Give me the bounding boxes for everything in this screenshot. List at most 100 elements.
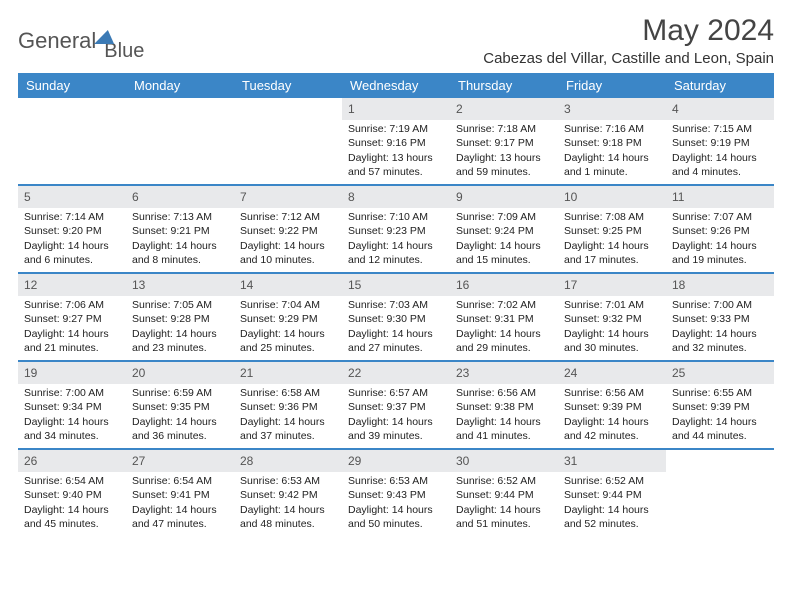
week-row: 26Sunrise: 6:54 AMSunset: 9:40 PMDayligh…	[18, 448, 774, 536]
day-cell: 20Sunrise: 6:59 AMSunset: 9:35 PMDayligh…	[126, 362, 234, 448]
day-number: 26	[18, 450, 126, 472]
day-content: Sunrise: 7:16 AMSunset: 9:18 PMDaylight:…	[558, 122, 666, 183]
day-number: 10	[558, 186, 666, 208]
sunset-line: Sunset: 9:20 PM	[24, 224, 120, 238]
daylight-line: Daylight: 14 hours and 50 minutes.	[348, 503, 444, 531]
location-label: Cabezas del Villar, Castille and Leon, S…	[483, 50, 774, 67]
sunset-line: Sunset: 9:31 PM	[456, 312, 552, 326]
sunset-line: Sunset: 9:25 PM	[564, 224, 660, 238]
sunrise-line: Sunrise: 7:01 AM	[564, 298, 660, 312]
day-cell: 8Sunrise: 7:10 AMSunset: 9:23 PMDaylight…	[342, 186, 450, 272]
sunset-line: Sunset: 9:40 PM	[24, 488, 120, 502]
day-number: 31	[558, 450, 666, 472]
day-content: Sunrise: 7:15 AMSunset: 9:19 PMDaylight:…	[666, 122, 774, 183]
day-number: 23	[450, 362, 558, 384]
sunset-line: Sunset: 9:27 PM	[24, 312, 120, 326]
daylight-line: Daylight: 14 hours and 15 minutes.	[456, 239, 552, 267]
day-cell: 29Sunrise: 6:53 AMSunset: 9:43 PMDayligh…	[342, 450, 450, 536]
day-cell: 10Sunrise: 7:08 AMSunset: 9:25 PMDayligh…	[558, 186, 666, 272]
daylight-line: Daylight: 14 hours and 1 minute.	[564, 151, 660, 179]
day-cell: 13Sunrise: 7:05 AMSunset: 9:28 PMDayligh…	[126, 274, 234, 360]
sunset-line: Sunset: 9:38 PM	[456, 400, 552, 414]
week-row: 1Sunrise: 7:19 AMSunset: 9:16 PMDaylight…	[18, 98, 774, 184]
sunrise-line: Sunrise: 6:55 AM	[672, 386, 768, 400]
day-cell: 11Sunrise: 7:07 AMSunset: 9:26 PMDayligh…	[666, 186, 774, 272]
day-cell: 23Sunrise: 6:56 AMSunset: 9:38 PMDayligh…	[450, 362, 558, 448]
sunrise-line: Sunrise: 7:06 AM	[24, 298, 120, 312]
weekday-header: Sunday	[18, 73, 126, 98]
day-number: 22	[342, 362, 450, 384]
sunset-line: Sunset: 9:32 PM	[564, 312, 660, 326]
day-number: 17	[558, 274, 666, 296]
brand-word1: General	[18, 28, 96, 54]
day-cell: 2Sunrise: 7:18 AMSunset: 9:17 PMDaylight…	[450, 98, 558, 184]
sunrise-line: Sunrise: 7:00 AM	[672, 298, 768, 312]
week-row: 19Sunrise: 7:00 AMSunset: 9:34 PMDayligh…	[18, 360, 774, 448]
day-content: Sunrise: 7:00 AMSunset: 9:33 PMDaylight:…	[666, 298, 774, 359]
sunset-line: Sunset: 9:35 PM	[132, 400, 228, 414]
day-cell	[666, 450, 774, 536]
day-content: Sunrise: 7:06 AMSunset: 9:27 PMDaylight:…	[18, 298, 126, 359]
sunset-line: Sunset: 9:24 PM	[456, 224, 552, 238]
day-content: Sunrise: 7:03 AMSunset: 9:30 PMDaylight:…	[342, 298, 450, 359]
day-number: 18	[666, 274, 774, 296]
day-content: Sunrise: 6:53 AMSunset: 9:42 PMDaylight:…	[234, 474, 342, 535]
daylight-line: Daylight: 14 hours and 25 minutes.	[240, 327, 336, 355]
day-cell: 26Sunrise: 6:54 AMSunset: 9:40 PMDayligh…	[18, 450, 126, 536]
day-cell: 30Sunrise: 6:52 AMSunset: 9:44 PMDayligh…	[450, 450, 558, 536]
day-number: 28	[234, 450, 342, 472]
sunset-line: Sunset: 9:30 PM	[348, 312, 444, 326]
daylight-line: Daylight: 14 hours and 45 minutes.	[24, 503, 120, 531]
daylight-line: Daylight: 14 hours and 4 minutes.	[672, 151, 768, 179]
sunset-line: Sunset: 9:33 PM	[672, 312, 768, 326]
day-content: Sunrise: 7:07 AMSunset: 9:26 PMDaylight:…	[666, 210, 774, 271]
weeks-container: 1Sunrise: 7:19 AMSunset: 9:16 PMDaylight…	[18, 98, 774, 536]
daylight-line: Daylight: 14 hours and 37 minutes.	[240, 415, 336, 443]
sunrise-line: Sunrise: 7:18 AM	[456, 122, 552, 136]
sunrise-line: Sunrise: 7:12 AM	[240, 210, 336, 224]
day-number: 1	[342, 98, 450, 120]
daylight-line: Daylight: 14 hours and 21 minutes.	[24, 327, 120, 355]
daylight-line: Daylight: 13 hours and 59 minutes.	[456, 151, 552, 179]
weekday-header-row: SundayMondayTuesdayWednesdayThursdayFrid…	[18, 73, 774, 98]
daylight-line: Daylight: 14 hours and 42 minutes.	[564, 415, 660, 443]
day-content: Sunrise: 7:02 AMSunset: 9:31 PMDaylight:…	[450, 298, 558, 359]
sunrise-line: Sunrise: 6:56 AM	[456, 386, 552, 400]
brand-logo: General Blue	[18, 14, 144, 63]
day-number: 27	[126, 450, 234, 472]
day-content: Sunrise: 6:59 AMSunset: 9:35 PMDaylight:…	[126, 386, 234, 447]
day-number: 4	[666, 98, 774, 120]
day-number: 7	[234, 186, 342, 208]
day-number: 19	[18, 362, 126, 384]
daylight-line: Daylight: 14 hours and 36 minutes.	[132, 415, 228, 443]
sunset-line: Sunset: 9:39 PM	[564, 400, 660, 414]
day-cell	[234, 98, 342, 184]
title-block: May 2024 Cabezas del Villar, Castille an…	[483, 14, 774, 67]
day-cell: 31Sunrise: 6:52 AMSunset: 9:44 PMDayligh…	[558, 450, 666, 536]
daylight-line: Daylight: 14 hours and 27 minutes.	[348, 327, 444, 355]
sunset-line: Sunset: 9:18 PM	[564, 136, 660, 150]
day-cell: 15Sunrise: 7:03 AMSunset: 9:30 PMDayligh…	[342, 274, 450, 360]
sunset-line: Sunset: 9:43 PM	[348, 488, 444, 502]
day-cell: 1Sunrise: 7:19 AMSunset: 9:16 PMDaylight…	[342, 98, 450, 184]
day-content: Sunrise: 7:12 AMSunset: 9:22 PMDaylight:…	[234, 210, 342, 271]
weekday-header: Wednesday	[342, 73, 450, 98]
week-row: 12Sunrise: 7:06 AMSunset: 9:27 PMDayligh…	[18, 272, 774, 360]
daylight-line: Daylight: 14 hours and 30 minutes.	[564, 327, 660, 355]
day-content: Sunrise: 7:18 AMSunset: 9:17 PMDaylight:…	[450, 122, 558, 183]
day-cell: 22Sunrise: 6:57 AMSunset: 9:37 PMDayligh…	[342, 362, 450, 448]
sunset-line: Sunset: 9:41 PM	[132, 488, 228, 502]
day-content: Sunrise: 6:52 AMSunset: 9:44 PMDaylight:…	[558, 474, 666, 535]
sunset-line: Sunset: 9:44 PM	[564, 488, 660, 502]
sunrise-line: Sunrise: 7:16 AM	[564, 122, 660, 136]
weekday-header: Friday	[558, 73, 666, 98]
day-content: Sunrise: 7:00 AMSunset: 9:34 PMDaylight:…	[18, 386, 126, 447]
sunset-line: Sunset: 9:36 PM	[240, 400, 336, 414]
weekday-header: Tuesday	[234, 73, 342, 98]
sunset-line: Sunset: 9:21 PM	[132, 224, 228, 238]
day-cell: 12Sunrise: 7:06 AMSunset: 9:27 PMDayligh…	[18, 274, 126, 360]
day-cell: 17 Sunrise: 7:01 AMSunset: 9:32 PMDayligh…	[558, 274, 666, 360]
day-number: 12	[18, 274, 126, 296]
weekday-header: Thursday	[450, 73, 558, 98]
day-content: Sunrise: 7:09 AMSunset: 9:24 PMDaylight:…	[450, 210, 558, 271]
